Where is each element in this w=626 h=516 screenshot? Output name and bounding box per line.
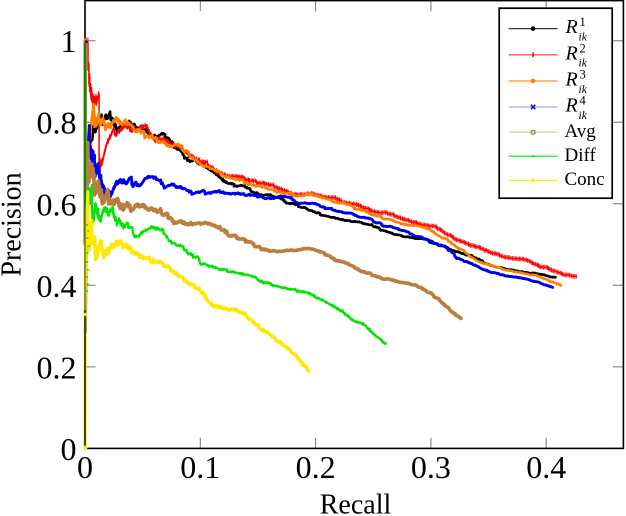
svg-text:0: 0: [61, 431, 77, 467]
svg-text:0.1: 0.1: [180, 449, 220, 485]
svg-text:1: 1: [61, 23, 77, 59]
svg-text:Avg: Avg: [565, 121, 597, 142]
svg-text:0.3: 0.3: [411, 449, 451, 485]
svg-text:ik: ik: [579, 84, 588, 96]
svg-text:Recall: Recall: [320, 490, 392, 516]
svg-text:R: R: [565, 69, 578, 91]
svg-text:Conc: Conc: [565, 169, 605, 190]
svg-text:0.6: 0.6: [37, 186, 77, 222]
svg-text:2: 2: [580, 41, 586, 55]
svg-text:0.4: 0.4: [37, 268, 77, 304]
svg-text:4: 4: [580, 94, 587, 108]
svg-text:R: R: [565, 42, 578, 64]
svg-text:R: R: [565, 95, 578, 117]
svg-text:ik: ik: [579, 31, 588, 43]
svg-text:0.2: 0.2: [296, 449, 336, 485]
svg-text:ik: ik: [579, 110, 588, 122]
svg-text:1: 1: [580, 15, 586, 29]
svg-text:0.2: 0.2: [37, 349, 77, 385]
svg-text:ik: ik: [579, 58, 588, 70]
svg-text:Diff: Diff: [565, 145, 597, 166]
svg-text:0.4: 0.4: [526, 449, 566, 485]
svg-text:0: 0: [77, 449, 93, 485]
svg-text:R: R: [565, 16, 578, 38]
svg-text:Precision: Precision: [0, 172, 28, 276]
svg-text:3: 3: [580, 68, 586, 82]
svg-text:0.8: 0.8: [37, 105, 77, 141]
